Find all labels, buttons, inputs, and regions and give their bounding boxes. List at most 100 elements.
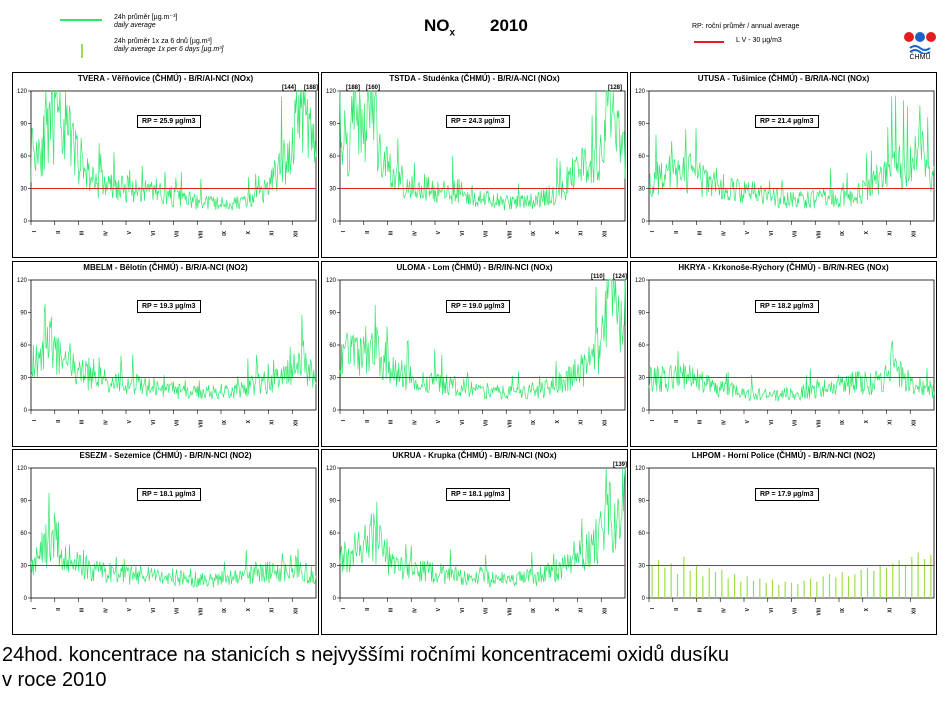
month-label: VIII <box>816 607 822 615</box>
month-label: IV <box>103 419 109 424</box>
month-label: VI <box>460 607 466 612</box>
month-label: XII <box>911 419 917 426</box>
y-tick-label: 30 <box>20 187 27 193</box>
month-label: IV <box>412 230 418 235</box>
peak-value-label: [160] <box>366 85 381 91</box>
month-label: VIII <box>816 419 822 427</box>
month-label: XI <box>579 230 585 235</box>
month-label: IV <box>412 607 418 612</box>
y-tick-label: 0 <box>24 219 28 225</box>
month-label: VIII <box>198 607 204 615</box>
y-tick-label: 120 <box>326 89 337 95</box>
month-label: I <box>341 419 347 421</box>
y-tick-label: 0 <box>333 408 337 414</box>
legend-annual: RP: roční průměr / annual average L V - … <box>692 22 892 52</box>
month-label: III <box>80 607 86 612</box>
month-label: IX <box>840 607 846 612</box>
month-label: VII <box>175 607 181 614</box>
month-label: X <box>864 230 870 234</box>
month-label: III <box>698 230 704 235</box>
y-tick-label: 60 <box>638 531 645 537</box>
y-tick-label: 120 <box>17 278 28 284</box>
month-label: IV <box>412 419 418 424</box>
y-tick-label: 30 <box>20 564 27 570</box>
chart-panel: ULOMA - Lom (ČHMÚ) - B/R/IN-NCI (NOx) 0 30… <box>321 261 628 447</box>
chart-title: TSTDA - Studénka (ČHMÚ) - B/R/A-NCI (NOx… <box>389 74 560 83</box>
annual-average-box: RP = 19.0 µg/m3 <box>446 300 510 313</box>
month-label: XII <box>602 230 608 237</box>
month-label: VII <box>484 230 490 237</box>
month-label: III <box>80 419 86 424</box>
month-label: V <box>436 607 442 611</box>
month-label: V <box>127 419 133 423</box>
y-tick-label: 0 <box>24 408 28 414</box>
month-label: II <box>365 607 371 610</box>
y-tick-label: 30 <box>638 564 645 570</box>
chart-panel: TVERA - Věřňovice (ČHMÚ) - B/R/AI-NCI (N… <box>12 72 319 258</box>
y-tick-label: 0 <box>333 219 337 225</box>
month-label: XII <box>602 607 608 614</box>
month-label: VIII <box>507 230 513 238</box>
chmu-logo-icon <box>904 32 936 55</box>
annual-average-box: RP = 21.4 µg/m3 <box>755 115 819 128</box>
peak-value-label: [144] <box>282 85 297 91</box>
month-label: X <box>555 607 561 611</box>
month-label: I <box>650 230 656 232</box>
month-label: XII <box>293 419 299 426</box>
month-label: III <box>698 607 704 612</box>
month-label: IV <box>721 607 727 612</box>
chart-panel: ESEZM - Sezemice (ČHMÚ) - B/R/N-NCI (NO2… <box>12 449 319 635</box>
month-label: XI <box>579 607 585 612</box>
month-label: XI <box>888 419 894 424</box>
month-label: II <box>56 607 62 610</box>
peak-value-label: [188] <box>304 85 319 91</box>
month-label: V <box>745 419 751 423</box>
month-label: I <box>650 419 656 421</box>
month-label: VIII <box>507 419 513 427</box>
chart-panel: MBELM - Bělotín (ČHMÚ) - B/R/A-NCI (NO2)… <box>12 261 319 447</box>
y-tick-label: 0 <box>642 596 646 602</box>
month-label: V <box>127 230 133 234</box>
y-tick-label: 90 <box>638 311 645 317</box>
chart-title: UKRUA - Krupka (ČHMÚ) - B/R/N-NCI (NOx) <box>392 451 557 460</box>
chart-panel: UTUSA - Tušimice (ČHMÚ) - B/R/IA-NCI (NO… <box>630 72 937 258</box>
y-tick-label: 30 <box>329 187 336 193</box>
limit-line-icon <box>694 41 724 43</box>
y-tick-label: 60 <box>329 531 336 537</box>
peak-value-label: [139] <box>613 462 628 468</box>
month-label: VIII <box>198 419 204 427</box>
y-tick-label: 90 <box>20 499 27 505</box>
annual-average-box: RP = 19.3 µg/m3 <box>137 300 201 313</box>
y-tick-label: 90 <box>638 499 645 505</box>
y-tick-label: 60 <box>20 154 27 160</box>
legend-daily: 24h průměr [µg.m⁻³] daily average 24h pr… <box>40 10 300 60</box>
month-label: VI <box>769 419 775 424</box>
month-label: XI <box>888 607 894 612</box>
month-label: VII <box>793 607 799 614</box>
y-tick-label: 30 <box>20 376 27 382</box>
y-tick-label: 30 <box>638 376 645 382</box>
month-label: XII <box>911 607 917 614</box>
y-tick-label: 30 <box>638 187 645 193</box>
annual-average-box: RP = 18.1 µg/m3 <box>137 488 201 501</box>
logo-text: ČHMÚ <box>909 54 931 61</box>
month-label: X <box>246 230 252 234</box>
peak-value-label: [124] <box>613 274 628 280</box>
month-label: IX <box>531 230 537 235</box>
month-label: VII <box>793 419 799 426</box>
month-label: X <box>555 419 561 423</box>
month-label: IX <box>531 607 537 612</box>
month-label: II <box>674 230 680 233</box>
y-tick-label: 120 <box>326 278 337 284</box>
chart-title: ULOMA - Lom (ČHMÚ) - B/R/IN-NCI (NOx) <box>396 263 553 272</box>
month-label: II <box>56 419 62 422</box>
annual-average-box: RP = 24.3 µg/m3 <box>446 115 510 128</box>
data-series-line <box>648 95 935 209</box>
month-label: V <box>127 607 133 611</box>
caption-line-2: v roce 2010 <box>2 669 107 691</box>
month-label: X <box>864 607 870 611</box>
